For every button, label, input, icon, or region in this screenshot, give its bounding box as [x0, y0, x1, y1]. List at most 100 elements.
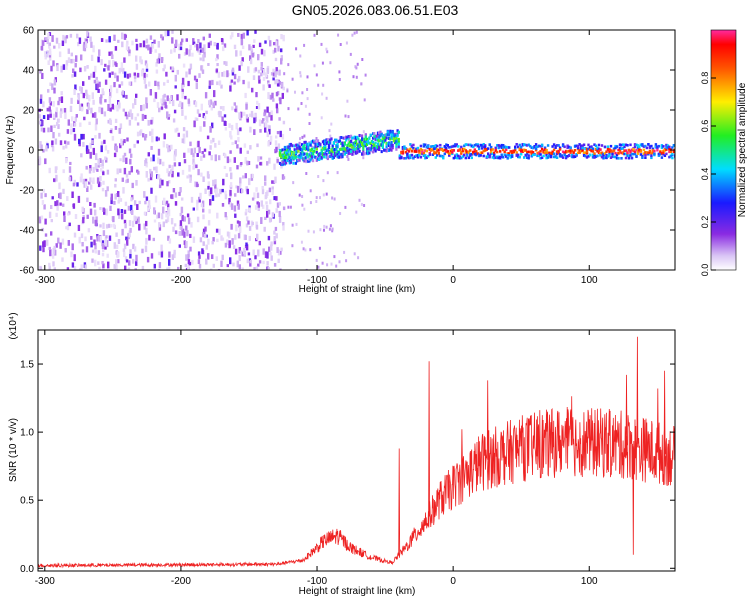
spectrogram-cell — [202, 231, 205, 238]
spectrogram-cell — [42, 40, 45, 46]
spectrogram-cell — [597, 151, 601, 155]
spectrogram-cell — [174, 230, 178, 235]
spectrogram-cell — [56, 200, 59, 206]
spectrogram-cell — [95, 153, 98, 161]
spectrogram-cell — [304, 140, 307, 144]
spectrogram-cell — [183, 240, 186, 245]
spectrogram-x-tick-label: -200 — [171, 275, 191, 286]
spectrogram-cell — [536, 154, 539, 158]
spectrogram-cell — [624, 143, 628, 147]
spectrogram-cell — [566, 146, 569, 149]
spectrogram-cell — [129, 227, 132, 233]
spectrogram-cell — [82, 141, 85, 147]
spectrogram-cell — [275, 70, 279, 75]
spectrogram-cell — [293, 144, 296, 148]
spectrogram-cell — [113, 34, 116, 41]
spectrogram-cell — [310, 140, 313, 144]
spectrogram-cell — [530, 152, 533, 155]
spectrogram-cell — [97, 261, 100, 265]
spectrogram-cell — [253, 68, 256, 73]
spectrogram-cell — [199, 126, 202, 132]
spectrogram-cell — [231, 69, 235, 76]
spectrogram-cell — [294, 90, 296, 94]
spectrogram-cell — [81, 242, 84, 247]
spectrogram-cell — [391, 146, 394, 150]
spectrogram-cell — [207, 238, 210, 245]
spectrogram-cell — [59, 140, 63, 146]
spectrogram-cell — [181, 109, 184, 116]
spectrogram-cell — [105, 235, 108, 239]
spectrogram-cell — [294, 143, 297, 147]
spectrogram-cell — [268, 125, 271, 129]
spectrogram-cell — [293, 154, 296, 158]
spectrogram-cell — [73, 123, 77, 127]
spectrogram-cell — [261, 120, 264, 124]
spectrogram-cell — [281, 92, 284, 99]
spectrogram-cell — [82, 81, 85, 86]
spectrogram-cell — [83, 182, 86, 188]
spectrogram-cell — [524, 143, 527, 147]
spectrogram-cell — [287, 153, 290, 157]
spectrogram-cell — [109, 85, 113, 93]
spectrogram-cell — [100, 145, 103, 153]
spectrogram-cell — [635, 148, 638, 152]
spectrogram-cell — [360, 82, 363, 86]
spectrogram-cell — [285, 153, 288, 157]
spectrogram-cell — [285, 156, 288, 160]
spectrogram-cell — [259, 162, 262, 166]
spectrogram-cell — [123, 139, 126, 144]
spectrogram-cell — [473, 150, 476, 153]
spectrogram-cell — [278, 216, 282, 223]
spectrogram-cell — [184, 95, 187, 100]
spectrogram-y-tick-label: 0 — [28, 146, 34, 157]
spectrogram-cell — [92, 71, 96, 78]
spectrogram-cell — [223, 70, 226, 77]
spectrogram-cell — [254, 67, 258, 72]
spectrogram-cell — [119, 158, 122, 162]
spectrogram-cell — [253, 117, 256, 124]
spectrogram-cell — [48, 42, 51, 46]
spectrogram-cell — [260, 48, 264, 55]
spectrogram-cell — [150, 187, 153, 194]
spectrogram-cell — [297, 155, 300, 158]
spectrogram-cell — [50, 231, 53, 236]
spectrogram-cell — [617, 148, 620, 152]
spectrogram-cell — [326, 157, 329, 161]
spectrogram-cell — [287, 149, 290, 153]
spectrogram-cell — [464, 151, 467, 154]
spectrogram-cell — [140, 59, 143, 65]
spectrogram-cell — [271, 180, 274, 184]
spectrogram-cell — [119, 143, 122, 149]
spectrogram-cell — [126, 178, 129, 183]
spectrogram-cell — [467, 156, 470, 160]
spectrogram-cell — [427, 146, 430, 150]
spectrogram-cell — [199, 237, 203, 243]
spectrogram-cell — [278, 210, 281, 217]
spectrogram-cell — [164, 101, 167, 108]
spectrogram-cell — [587, 147, 590, 151]
spectrogram-cell — [472, 150, 475, 154]
spectrogram-cell — [267, 209, 271, 215]
spectrogram-cell — [130, 197, 133, 202]
spectrogram-cell — [591, 147, 595, 151]
spectrogram-cell — [539, 145, 542, 148]
spectrogram-cell — [236, 144, 239, 149]
spectrogram-cell — [179, 212, 182, 217]
spectrogram-cell — [536, 151, 539, 155]
spectrogram-cell — [274, 140, 278, 146]
spectrogram-cell — [182, 133, 186, 138]
spectrogram-cell — [332, 148, 335, 152]
spectrogram-cell — [407, 150, 411, 153]
spectrogram-cell — [125, 43, 129, 51]
spectrogram-cell — [455, 156, 458, 160]
spectrogram-cell — [260, 72, 263, 77]
spectrogram-cell — [187, 148, 190, 153]
spectrogram-cell — [167, 207, 170, 214]
spectrogram-cell — [345, 259, 348, 263]
spectrogram-cell — [74, 214, 78, 219]
spectrogram-cell — [518, 147, 521, 151]
spectrogram-cell — [270, 244, 273, 251]
spectrogram-cell — [418, 149, 421, 153]
spectrogram-cell — [223, 43, 227, 48]
